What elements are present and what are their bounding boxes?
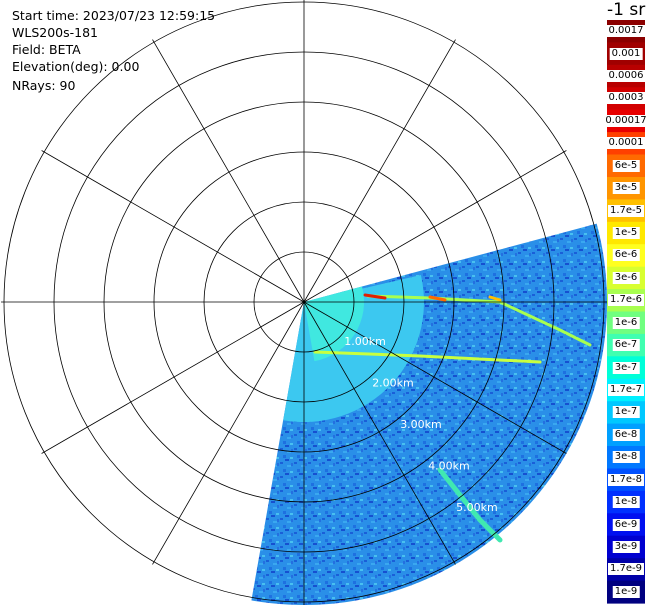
colorbar-tick-label: 0.0017 bbox=[606, 25, 646, 38]
colorbar-tick-label: 1.7e-6 bbox=[607, 294, 645, 307]
range-ring-label: 1.00km bbox=[344, 335, 386, 348]
azimuth-spoke bbox=[41, 150, 305, 303]
colorbar-tick-label: 3e-9 bbox=[612, 540, 640, 553]
colorbar-tick-label: 3e-5 bbox=[612, 182, 640, 195]
colorbar-tick-label: 3e-8 bbox=[612, 451, 640, 464]
azimuth-spoke bbox=[303, 39, 456, 303]
near-range-strong-echo bbox=[304, 286, 365, 362]
hotspot-feature-3 bbox=[488, 295, 502, 302]
hotspot-feature-2 bbox=[428, 295, 447, 302]
hotspot-feature-1 bbox=[363, 293, 387, 300]
azimuth-spoke bbox=[303, 301, 567, 454]
colorbar-tick-label: 1.7e-7 bbox=[607, 383, 645, 396]
plot-info: Start time: 2023/07/23 12:59:15 WLS200s-… bbox=[12, 7, 215, 94]
azimuth-spoke bbox=[152, 39, 305, 303]
colorbar bbox=[607, 20, 645, 604]
colorbar-tick-label: 0.00017 bbox=[603, 114, 647, 127]
start-time-label: Start time: 2023/07/23 12:59:15 bbox=[12, 8, 216, 23]
colorbar-tick-label: 3e-6 bbox=[612, 271, 640, 284]
colorbar-tick-label: 0.0003 bbox=[606, 92, 646, 105]
azimuth-spoke bbox=[303, 150, 567, 303]
colorbar-tick-label: 3e-7 bbox=[612, 361, 640, 374]
colorbar-tick-label: 0.0006 bbox=[606, 70, 646, 83]
colorbar-tick-label: 1e-6 bbox=[612, 316, 640, 329]
beta-data-sector bbox=[251, 223, 608, 606]
colorbar-units: -1 sr bbox=[607, 0, 646, 20]
instrument-label: WLS200s-181 bbox=[12, 25, 98, 40]
azimuth-spoke bbox=[152, 301, 305, 565]
azimuth-spoke bbox=[303, 301, 456, 565]
colorbar-tick-label: 0.001 bbox=[609, 47, 643, 60]
colorbar-tick-label: 1.7e-9 bbox=[607, 563, 645, 576]
polar-grid bbox=[1, 0, 607, 605]
colorbar-tick-label: 0.0001 bbox=[606, 137, 646, 150]
colorbar-tick-label: 6e-9 bbox=[612, 518, 640, 531]
nrays-label: NRays: 90 bbox=[12, 78, 76, 93]
azimuth-spoke bbox=[41, 301, 305, 454]
range-ring-label: 3.00km bbox=[400, 418, 442, 431]
range-ring-label: 2.00km bbox=[372, 376, 414, 389]
colorbar-tick-label: 1e-5 bbox=[612, 227, 640, 240]
layer-feature-lower bbox=[313, 350, 542, 364]
colorbar-tick-label: 1e-9 bbox=[612, 585, 640, 598]
colorbar-tick-label: 6e-7 bbox=[612, 339, 640, 352]
colorbar-tick-label: 6e-8 bbox=[612, 428, 640, 441]
colorbar-tick-label: 1e-7 bbox=[612, 406, 640, 419]
elevation-label: Elevation(deg): 0.00 bbox=[12, 59, 140, 74]
colorbar-tick-label: 1.7e-5 bbox=[607, 204, 645, 217]
colorbar-tick-label: 6e-5 bbox=[612, 159, 640, 172]
colorbar-tick-label: 6e-6 bbox=[612, 249, 640, 262]
range-ring-label: 4.00km bbox=[428, 459, 470, 472]
colorbar-tick-label: 1e-8 bbox=[612, 496, 640, 509]
colorbar-tick-label: 1.7e-8 bbox=[607, 473, 645, 486]
plume-feature bbox=[437, 467, 503, 543]
range-ring-label: 5.00km bbox=[456, 501, 498, 514]
range-ring-labels: 1.00km 2.00km 3.00km 4.00km 5.00km bbox=[344, 335, 497, 514]
field-label: Field: BETA bbox=[12, 42, 81, 57]
